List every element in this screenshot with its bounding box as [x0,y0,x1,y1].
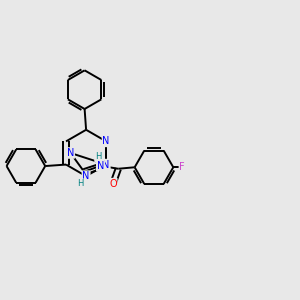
Text: N: N [67,148,74,158]
Text: N: N [103,136,110,146]
Text: N: N [97,161,104,171]
Text: H: H [77,179,83,188]
Text: F: F [179,162,185,172]
Text: N: N [82,171,90,181]
Text: O: O [109,178,117,189]
Text: H: H [95,152,101,161]
Text: N: N [103,160,110,170]
